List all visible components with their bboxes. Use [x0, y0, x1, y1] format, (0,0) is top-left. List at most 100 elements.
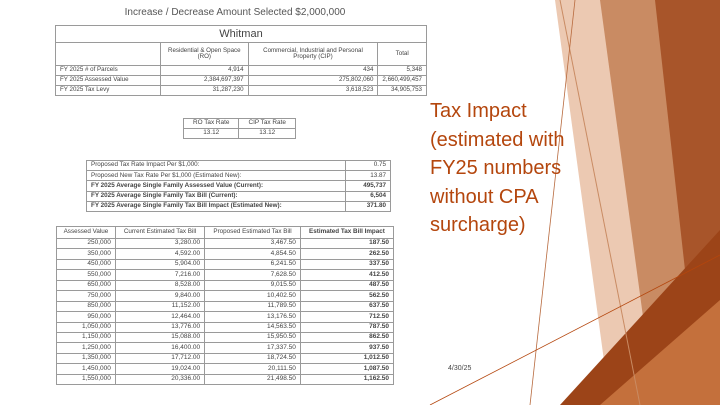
wedge-bottom-light — [600, 300, 720, 405]
cell: 275,802,060 — [247, 75, 379, 86]
cell: 7,216.00 — [114, 269, 206, 281]
accent-line-3 — [429, 254, 720, 405]
blank-header — [55, 42, 161, 66]
cell: 8,528.00 — [114, 279, 206, 292]
cell: 5,904.00 — [114, 258, 206, 271]
cell: 950,000 — [56, 311, 116, 323]
cell: 1,012.50 — [299, 352, 395, 365]
table-row: FY 2025 Average Single Family Tax Bill (… — [86, 190, 391, 202]
cell: 16,400.00 — [114, 342, 206, 354]
cell: 21,498.50 — [204, 373, 301, 386]
bill-table-body: 250,000 3,280.00 3,467.50 187.50 350,000 4,59… — [56, 237, 395, 386]
tax-rate-table: RO Tax Rate CIP Tax Rate 13.12 13.12 — [182, 118, 296, 139]
slide-date: 4/30/25 — [448, 365, 472, 372]
col-header-ro: Residential & Open Space (RO) — [160, 42, 249, 66]
cell: 20,111.50 — [204, 363, 301, 375]
row-label: Proposed New Tax Rate Per $1,000 (Estima… — [86, 170, 346, 182]
cell: 1,150,000 — [56, 331, 116, 344]
slide-title: Tax Impact (estimated with FY25 numbers … — [430, 100, 565, 236]
table-row: 1,150,000 15,088.00 15,950.50 862.50 — [56, 331, 395, 344]
table-row: 950,000 12,464.00 13,176.50 712.50 — [56, 311, 395, 323]
table-row: 650,000 8,528.00 9,015.50 487.50 — [56, 279, 395, 292]
cell: 637.50 — [299, 300, 395, 313]
cell: 2,660,499,457 — [377, 75, 427, 86]
table-row: 450,000 5,904.00 6,241.50 337.50 — [56, 258, 395, 271]
row-value: 6,504 — [345, 190, 391, 202]
col-header-proposed: Proposed Estimated Tax Bill — [204, 226, 301, 239]
row-label: FY 2025 Tax Levy — [55, 85, 161, 96]
table-row: 550,000 7,216.00 7,628.50 412.50 — [56, 269, 395, 281]
cell: 11,789.50 — [204, 300, 301, 313]
cell: 262.50 — [299, 248, 395, 260]
cell: 3,467.50 — [204, 237, 301, 250]
cell: 487.50 — [299, 279, 395, 292]
col-header-total: Total — [377, 42, 427, 66]
col-header-current: Current Estimated Tax Bill — [114, 226, 206, 239]
ro-rate-value: 13.12 — [182, 128, 240, 139]
cell: 34,905,753 — [377, 85, 427, 96]
cell: 15,950.50 — [204, 331, 301, 344]
town-name: Whitman — [55, 25, 427, 43]
accent-line-1 — [559, 0, 641, 405]
cell: 6,241.50 — [204, 258, 301, 271]
cell: 187.50 — [299, 237, 395, 250]
table-row: 1,550,000 20,336.00 21,498.50 1,162.50 — [56, 373, 395, 386]
cell: 1,250,000 — [56, 342, 116, 354]
cell: 412.50 — [299, 269, 395, 281]
cell: 550,000 — [56, 269, 116, 281]
cell: 4,914 — [160, 65, 249, 76]
table-row: FY 2025 # of Parcels 4,914 434 5,348 — [55, 65, 427, 76]
cell: 4,854.50 — [204, 248, 301, 260]
cell: 850,000 — [56, 300, 116, 313]
cell: 787.50 — [299, 321, 395, 333]
cell: 1,350,000 — [56, 352, 116, 365]
cell: 13,176.50 — [204, 311, 301, 323]
cell: 13,776.00 — [114, 321, 206, 333]
table-row: FY 2025 Tax Levy 31,287,230 3,618,523 34… — [55, 85, 427, 96]
cell: 18,724.50 — [204, 352, 301, 365]
town-summary-table: Whitman Residential & Open Space (RO) Co… — [55, 25, 427, 96]
row-label: FY 2025 Average Single Family Tax Bill (… — [86, 190, 346, 202]
row-value: 0.75 — [345, 159, 391, 172]
cell: 10,402.50 — [204, 290, 301, 302]
cell: 15,088.00 — [114, 331, 206, 344]
tax-bill-table: Assessed Value Current Estimated Tax Bil… — [56, 226, 395, 386]
row-value: 13.87 — [345, 170, 391, 182]
cell: 3,280.00 — [114, 237, 206, 250]
row-label: Proposed Tax Rate Impact Per $1,000: — [86, 159, 346, 172]
cell: 17,337.50 — [204, 342, 301, 354]
cell: 1,550,000 — [56, 373, 116, 386]
cell: 250,000 — [56, 237, 116, 250]
cell: 337.50 — [299, 258, 395, 271]
cell: 7,628.50 — [204, 269, 301, 281]
cell: 750,000 — [56, 290, 116, 302]
cell: 1,050,000 — [56, 321, 116, 333]
cell: 20,336.00 — [114, 373, 206, 386]
table-row: 750,000 9,840.00 10,402.50 562.50 — [56, 290, 395, 302]
cell: 17,712.00 — [114, 352, 206, 365]
accent-line-2 — [529, 0, 576, 405]
table-row: FY 2025 Assessed Value 2,384,697,397 275… — [55, 75, 427, 86]
table-row: 1,250,000 16,400.00 17,337.50 937.50 — [56, 342, 395, 354]
cell: 5,348 — [377, 65, 427, 76]
cell: 434 — [247, 65, 379, 76]
cell: 712.50 — [299, 311, 395, 323]
table-row: 1,350,000 17,712.00 18,724.50 1,012.50 — [56, 352, 395, 365]
row-value: 495,737 — [345, 180, 391, 192]
cip-rate-header: CIP Tax Rate — [238, 118, 296, 129]
col-header-assessed: Assessed Value — [56, 226, 116, 239]
cell: 19,024.00 — [114, 363, 206, 375]
cell: 937.50 — [299, 342, 395, 354]
table-row: 1,050,000 13,776.00 14,563.50 787.50 — [56, 321, 395, 333]
table-row: 250,000 3,280.00 3,467.50 187.50 — [56, 237, 395, 250]
cell: 1,162.50 — [299, 373, 395, 386]
cell: 2,384,697,397 — [160, 75, 249, 86]
col-header-cip: Commercial, Industrial and Personal Prop… — [247, 42, 379, 66]
cell: 350,000 — [56, 248, 116, 260]
cell: 9,840.00 — [114, 290, 206, 302]
cell: 450,000 — [56, 258, 116, 271]
table-row: 850,000 11,152.00 11,789.50 637.50 — [56, 300, 395, 313]
cell: 11,152.00 — [114, 300, 206, 313]
